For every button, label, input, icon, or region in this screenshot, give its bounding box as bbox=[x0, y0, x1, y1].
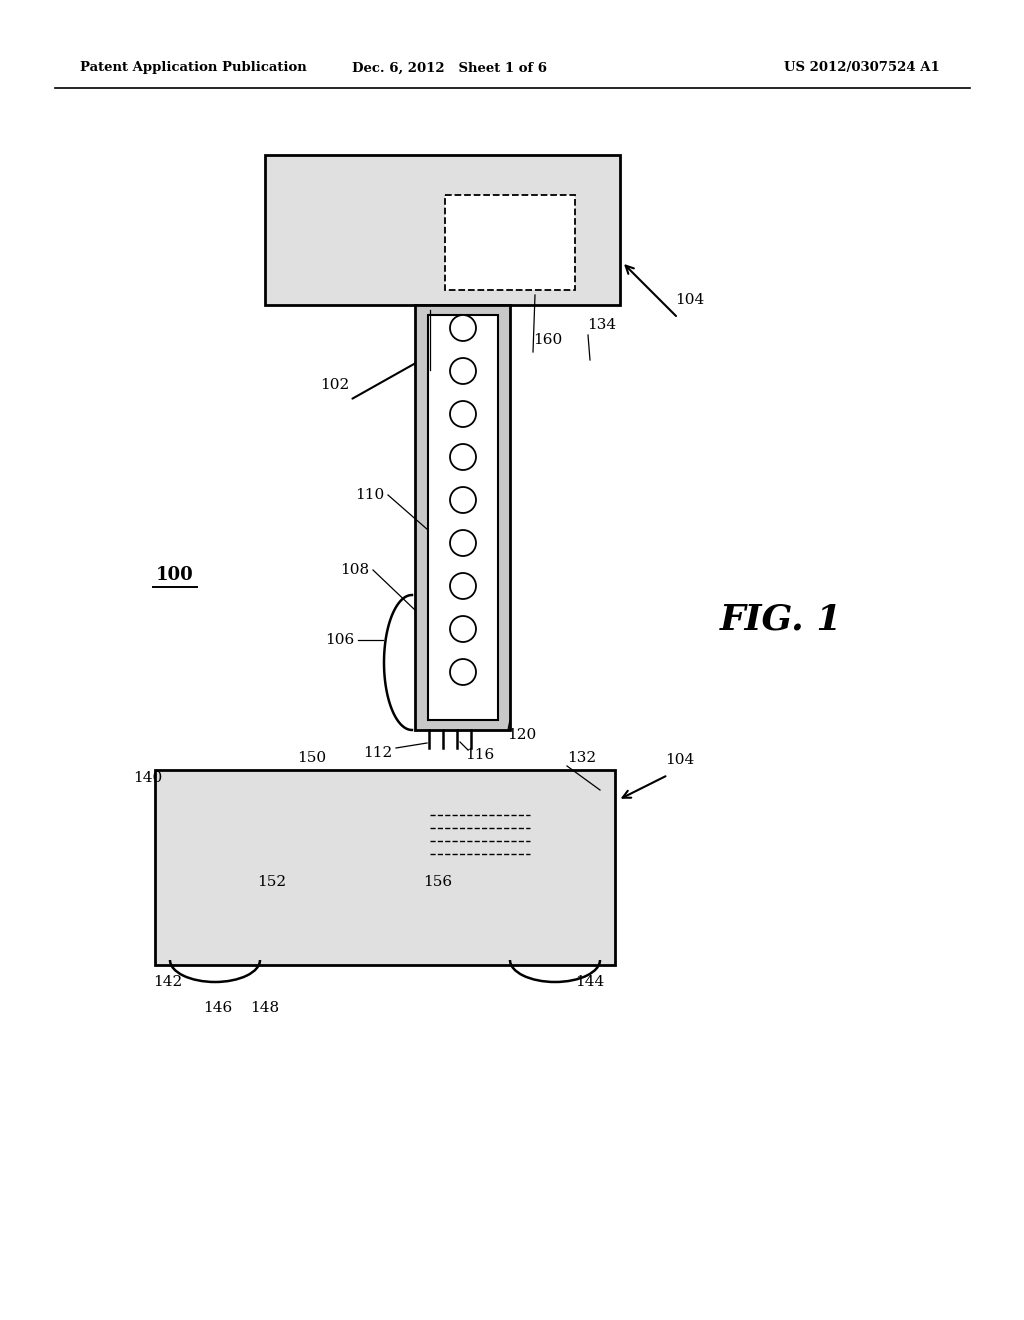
Text: 116: 116 bbox=[465, 748, 495, 762]
Text: Patent Application Publication: Patent Application Publication bbox=[80, 62, 307, 74]
Text: 160: 160 bbox=[534, 333, 562, 347]
Text: 132: 132 bbox=[567, 751, 597, 766]
Circle shape bbox=[450, 616, 476, 642]
Text: 114: 114 bbox=[416, 352, 444, 367]
Text: 110: 110 bbox=[355, 488, 385, 502]
Text: 140: 140 bbox=[133, 771, 163, 785]
Circle shape bbox=[450, 444, 476, 470]
Text: US 2012/0307524 A1: US 2012/0307524 A1 bbox=[784, 62, 940, 74]
Circle shape bbox=[450, 401, 476, 426]
Circle shape bbox=[450, 487, 476, 513]
Text: 152: 152 bbox=[257, 875, 287, 888]
Text: 112: 112 bbox=[364, 746, 392, 760]
Circle shape bbox=[450, 315, 476, 341]
Text: 148: 148 bbox=[251, 1001, 280, 1015]
Text: 100: 100 bbox=[156, 566, 194, 583]
Text: 108: 108 bbox=[340, 564, 370, 577]
Bar bbox=[428, 315, 498, 719]
Circle shape bbox=[450, 358, 476, 384]
Bar bbox=[265, 154, 620, 305]
Text: 102: 102 bbox=[321, 378, 349, 392]
Text: FIG. 1: FIG. 1 bbox=[720, 603, 843, 638]
Bar bbox=[155, 770, 615, 965]
Text: 104: 104 bbox=[666, 752, 694, 767]
Text: 134: 134 bbox=[588, 318, 616, 333]
Circle shape bbox=[450, 531, 476, 556]
Text: 106: 106 bbox=[326, 634, 354, 647]
Text: 144: 144 bbox=[575, 975, 604, 989]
Text: 146: 146 bbox=[204, 1001, 232, 1015]
Text: 156: 156 bbox=[424, 875, 453, 888]
Text: 142: 142 bbox=[154, 975, 182, 989]
Text: 120: 120 bbox=[507, 729, 537, 742]
Text: 104: 104 bbox=[676, 293, 705, 308]
Circle shape bbox=[450, 573, 476, 599]
Circle shape bbox=[450, 659, 476, 685]
Text: 150: 150 bbox=[297, 751, 327, 766]
Bar bbox=[415, 305, 510, 730]
Bar bbox=[445, 195, 575, 290]
Text: Dec. 6, 2012   Sheet 1 of 6: Dec. 6, 2012 Sheet 1 of 6 bbox=[352, 62, 548, 74]
